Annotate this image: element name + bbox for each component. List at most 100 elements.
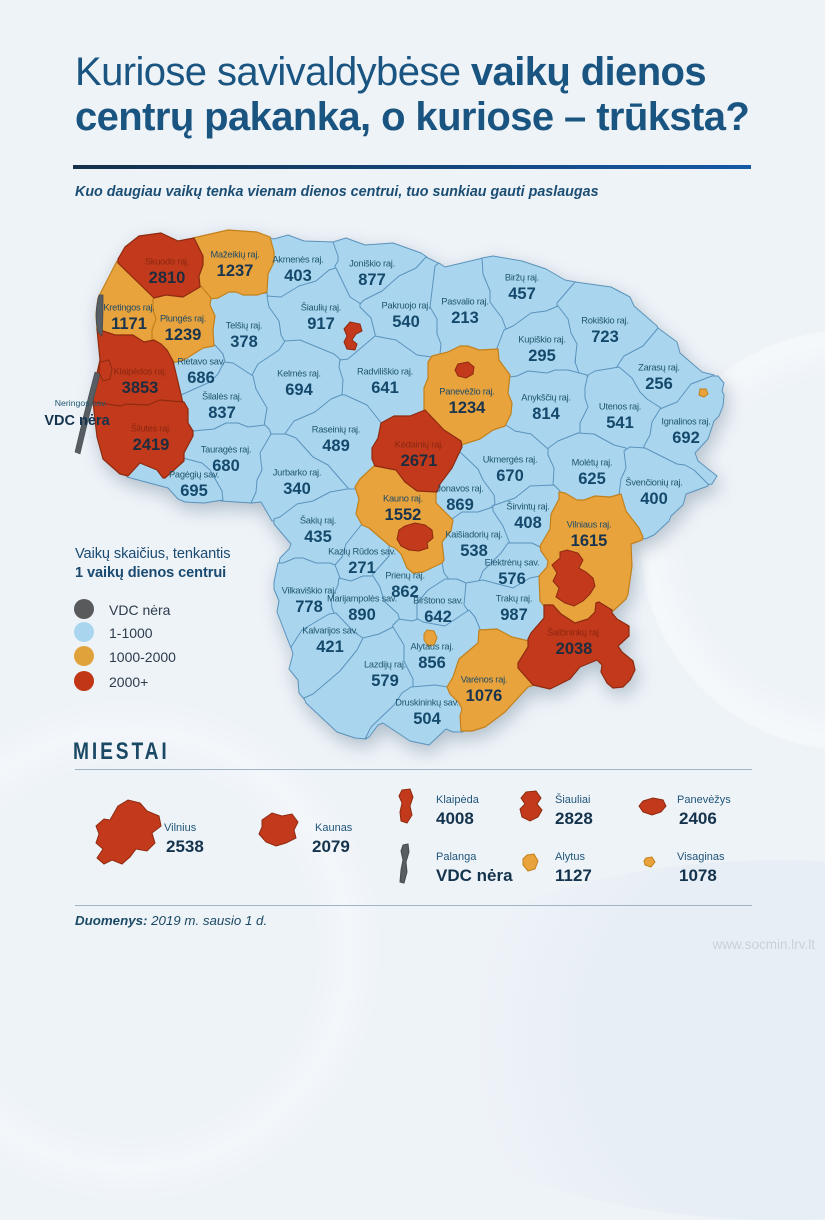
svg-text:408: 408 bbox=[514, 514, 542, 532]
svg-text:Pagėgių sav.: Pagėgių sav. bbox=[169, 470, 219, 480]
svg-text:213: 213 bbox=[451, 309, 479, 327]
svg-text:Vilkaviškio raj.: Vilkaviškio raj. bbox=[282, 586, 337, 596]
svg-text:Kalvarijos sav.: Kalvarijos sav. bbox=[302, 626, 358, 636]
svg-text:Anykščių raj.: Anykščių raj. bbox=[521, 393, 570, 403]
svg-text:692: 692 bbox=[672, 429, 700, 447]
svg-text:Kėdainių raj.: Kėdainių raj. bbox=[395, 440, 443, 450]
svg-text:3853: 3853 bbox=[122, 379, 159, 397]
svg-text:Radviliškio raj.: Radviliškio raj. bbox=[357, 367, 413, 377]
svg-text:Druskininkų sav.: Druskininkų sav. bbox=[395, 698, 459, 708]
svg-text:Kaišiadorių raj.: Kaišiadorių raj. bbox=[445, 530, 503, 540]
svg-text:271: 271 bbox=[348, 559, 376, 577]
svg-text:579: 579 bbox=[371, 672, 399, 690]
svg-text:Panevėžys: Panevėžys bbox=[677, 794, 731, 806]
svg-text:778: 778 bbox=[295, 598, 323, 616]
svg-text:Šakių raj.: Šakių raj. bbox=[300, 516, 336, 526]
svg-text:576: 576 bbox=[498, 570, 526, 588]
svg-text:Kazlų Rūdos sav.: Kazlų Rūdos sav. bbox=[328, 547, 396, 557]
svg-text:917: 917 bbox=[307, 315, 335, 333]
svg-text:Pasvalio raj.: Pasvalio raj. bbox=[441, 297, 488, 307]
svg-text:856: 856 bbox=[418, 654, 446, 672]
svg-text:Klaipėdos raj.: Klaipėdos raj. bbox=[114, 367, 167, 377]
svg-text:2810: 2810 bbox=[149, 269, 186, 287]
svg-text:Elektrėnų sav.: Elektrėnų sav. bbox=[485, 558, 540, 568]
svg-text:814: 814 bbox=[532, 405, 560, 423]
svg-text:Šiaulių raj.: Šiaulių raj. bbox=[301, 303, 341, 313]
svg-text:Akmenės raj.: Akmenės raj. bbox=[272, 255, 323, 265]
svg-text:862: 862 bbox=[391, 583, 419, 601]
svg-text:378: 378 bbox=[230, 333, 258, 351]
svg-text:987: 987 bbox=[500, 606, 528, 624]
svg-text:1078: 1078 bbox=[679, 866, 717, 885]
svg-text:Jurbarko raj.: Jurbarko raj. bbox=[273, 468, 321, 478]
svg-text:435: 435 bbox=[304, 528, 332, 546]
svg-text:1076: 1076 bbox=[466, 687, 503, 705]
svg-text:Lazdijų raj.: Lazdijų raj. bbox=[364, 660, 406, 670]
svg-text:Širvintų raj.: Širvintų raj. bbox=[506, 502, 549, 512]
svg-text:1237: 1237 bbox=[217, 262, 254, 280]
svg-text:Utenos raj.: Utenos raj. bbox=[599, 402, 641, 412]
svg-text:1615: 1615 bbox=[571, 532, 608, 550]
svg-text:2406: 2406 bbox=[679, 809, 717, 828]
svg-text:541: 541 bbox=[606, 414, 634, 432]
svg-text:Šilalės raj.: Šilalės raj. bbox=[202, 392, 242, 402]
svg-text:2079: 2079 bbox=[312, 837, 350, 856]
svg-text:Skuodo raj.: Skuodo raj. bbox=[145, 257, 189, 267]
svg-text:680: 680 bbox=[212, 457, 240, 475]
svg-text:Molėtų raj.: Molėtų raj. bbox=[572, 458, 613, 468]
svg-text:295: 295 bbox=[528, 347, 556, 365]
svg-text:VDC nėra: VDC nėra bbox=[436, 866, 513, 885]
svg-text:Palanga: Palanga bbox=[436, 851, 477, 863]
svg-text:Rokiškio raj.: Rokiškio raj. bbox=[581, 316, 628, 326]
svg-text:Telšių raj.: Telšių raj. bbox=[226, 321, 263, 331]
svg-text:Kretingos raj.: Kretingos raj. bbox=[103, 303, 154, 313]
svg-text:Vilniaus raj.: Vilniaus raj. bbox=[567, 520, 612, 530]
svg-text:340: 340 bbox=[283, 480, 311, 498]
svg-text:Ukmergės raj.: Ukmergės raj. bbox=[483, 455, 538, 465]
svg-text:504: 504 bbox=[413, 710, 441, 728]
svg-text:Šilutės raj.: Šilutės raj. bbox=[131, 424, 171, 434]
svg-text:Joniškio raj.: Joniškio raj. bbox=[349, 259, 395, 269]
svg-text:Panevėžio raj.: Panevėžio raj. bbox=[439, 387, 494, 397]
svg-text:2828: 2828 bbox=[555, 809, 593, 828]
svg-text:400: 400 bbox=[640, 490, 668, 508]
svg-text:Kelmės raj.: Kelmės raj. bbox=[277, 369, 321, 379]
svg-text:Pakruojo raj.: Pakruojo raj. bbox=[382, 301, 431, 311]
svg-text:2038: 2038 bbox=[556, 640, 593, 658]
svg-text:Vilnius: Vilnius bbox=[164, 822, 197, 834]
svg-text:540: 540 bbox=[392, 313, 420, 331]
svg-text:1234: 1234 bbox=[449, 399, 487, 417]
svg-text:695: 695 bbox=[180, 482, 208, 500]
svg-text:VDC nėra: VDC nėra bbox=[44, 413, 110, 429]
svg-text:489: 489 bbox=[322, 437, 350, 455]
svg-text:1171: 1171 bbox=[111, 315, 147, 333]
svg-text:1127: 1127 bbox=[555, 866, 592, 885]
svg-text:Alytus: Alytus bbox=[555, 851, 585, 863]
svg-text:Tauragės raj.: Tauragės raj. bbox=[201, 445, 252, 455]
svg-text:Kaunas: Kaunas bbox=[315, 822, 353, 834]
svg-text:837: 837 bbox=[208, 404, 236, 422]
svg-text:723: 723 bbox=[591, 328, 619, 346]
svg-text:403: 403 bbox=[284, 267, 312, 285]
svg-text:421: 421 bbox=[316, 638, 344, 656]
svg-text:Zarasų raj.: Zarasų raj. bbox=[638, 363, 680, 373]
svg-text:Šiauliai: Šiauliai bbox=[555, 793, 590, 806]
svg-text:457: 457 bbox=[508, 285, 536, 303]
svg-text:Birštono sav.: Birštono sav. bbox=[413, 596, 463, 606]
svg-text:Kauno raj.: Kauno raj. bbox=[383, 494, 423, 504]
svg-text:686: 686 bbox=[187, 369, 215, 387]
svg-text:Švenčionių raj.: Švenčionių raj. bbox=[625, 478, 682, 488]
svg-text:Jonavos raj.: Jonavos raj. bbox=[436, 484, 483, 494]
svg-text:694: 694 bbox=[285, 381, 313, 399]
svg-text:Šalčininkų raj.: Šalčininkų raj. bbox=[547, 628, 601, 638]
svg-text:256: 256 bbox=[645, 375, 673, 393]
svg-text:869: 869 bbox=[446, 496, 474, 514]
svg-text:890: 890 bbox=[348, 606, 376, 624]
svg-text:641: 641 bbox=[371, 379, 399, 397]
svg-text:1239: 1239 bbox=[165, 326, 202, 344]
svg-text:Raseinių raj.: Raseinių raj. bbox=[312, 425, 360, 435]
svg-text:642: 642 bbox=[424, 608, 452, 626]
svg-text:Rietavo sav.: Rietavo sav. bbox=[177, 357, 224, 367]
svg-text:Marijampolės sav.: Marijampolės sav. bbox=[327, 594, 397, 604]
svg-text:Neringos sav.: Neringos sav. bbox=[55, 398, 107, 408]
